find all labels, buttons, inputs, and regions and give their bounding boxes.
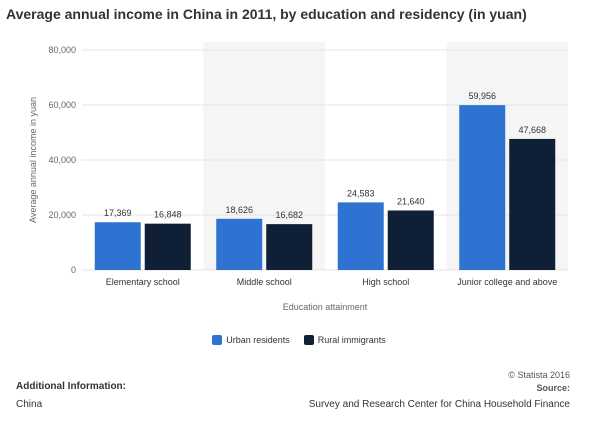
bar-urban bbox=[94, 222, 141, 270]
legend-swatch-urban bbox=[212, 335, 223, 345]
legend-swatch-rural bbox=[303, 335, 314, 345]
legend: Urban residents Rural immigrants bbox=[0, 335, 598, 345]
data-label: 16,682 bbox=[275, 210, 303, 220]
x-tick-label: Junior college and above bbox=[457, 277, 557, 287]
bar-urban bbox=[459, 105, 506, 270]
y-tick-label: 0 bbox=[71, 265, 76, 275]
y-tick-label: 60,000 bbox=[48, 100, 76, 110]
x-axis-title: Education attainment bbox=[283, 302, 368, 312]
legend-label-rural: Rural immigrants bbox=[317, 335, 386, 345]
data-label: 24,583 bbox=[347, 188, 375, 198]
additional-info-value: China bbox=[16, 399, 43, 410]
source-text: Survey and Research Center for China Hou… bbox=[308, 399, 570, 410]
x-tick-label: Elementary school bbox=[106, 277, 180, 287]
data-label: 16,848 bbox=[154, 210, 182, 220]
data-label: 21,640 bbox=[397, 196, 425, 206]
y-tick-label: 20,000 bbox=[48, 210, 76, 220]
x-tick-label: High school bbox=[362, 277, 409, 287]
source-label: Source: bbox=[536, 383, 570, 393]
bar-chart: 0 20,000 40,000 60,000 80,000 Average annual … bbox=[28, 45, 568, 312]
additional-info-label: Additional Information: bbox=[16, 381, 126, 392]
y-axis-title: Average annual income in yuan bbox=[28, 97, 38, 223]
legend-item-urban[interactable]: Urban residents bbox=[212, 335, 290, 345]
bar-urban bbox=[337, 202, 384, 270]
bar-rural bbox=[387, 210, 434, 270]
legend-item-rural[interactable]: Rural immigrants bbox=[303, 335, 386, 345]
copyright-text: © Statista 2016 bbox=[508, 370, 570, 380]
legend-label-urban: Urban residents bbox=[226, 335, 290, 345]
data-label: 59,956 bbox=[468, 91, 496, 101]
chart-title: Average annual income in China in 2011, … bbox=[6, 6, 527, 22]
y-tick-label: 40,000 bbox=[48, 155, 76, 165]
data-label: 17,369 bbox=[104, 208, 132, 218]
y-tick-label: 80,000 bbox=[48, 45, 76, 55]
data-label: 18,626 bbox=[225, 205, 253, 215]
bar-urban bbox=[216, 218, 263, 270]
bar-rural bbox=[144, 223, 191, 270]
bar-rural bbox=[509, 138, 556, 270]
bar-rural bbox=[266, 224, 313, 270]
data-label: 47,668 bbox=[518, 125, 546, 135]
x-tick-label: Middle school bbox=[237, 277, 292, 287]
